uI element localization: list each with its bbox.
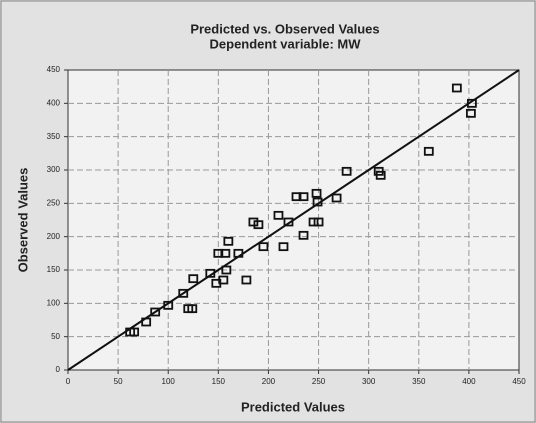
point — [423, 146, 434, 156]
y-tick-label: 100 — [47, 298, 61, 307]
point — [213, 248, 224, 258]
x-tick-label: 350 — [412, 377, 426, 386]
x-tick-label: 150 — [212, 377, 226, 386]
x-tick-label: 50 — [114, 377, 123, 386]
point — [258, 242, 269, 252]
point — [129, 327, 140, 337]
point — [278, 242, 289, 252]
point — [188, 274, 199, 284]
x-tick-label: 400 — [462, 377, 476, 386]
y-tick-label: 150 — [47, 265, 61, 274]
point — [291, 192, 302, 202]
point — [341, 166, 352, 176]
point — [298, 230, 309, 240]
y-tick-label: 0 — [56, 365, 61, 374]
point — [466, 98, 477, 108]
point — [220, 248, 231, 258]
point — [273, 210, 284, 220]
point — [205, 268, 216, 278]
y-tick-label: 200 — [47, 232, 61, 241]
y-tick-label: 250 — [47, 198, 61, 207]
x-tick-label: 300 — [362, 377, 376, 386]
chart-subtitle: Dependent variable: MW — [210, 36, 362, 51]
point — [253, 220, 264, 230]
point — [311, 188, 322, 198]
point — [312, 197, 323, 207]
point — [451, 83, 462, 93]
y-tick-label: 400 — [47, 98, 61, 107]
point — [221, 265, 232, 275]
y-tick-label: 50 — [51, 332, 60, 341]
point — [218, 275, 229, 285]
point — [308, 217, 319, 227]
point — [331, 193, 342, 203]
point — [465, 108, 476, 118]
y-tick-label: 300 — [47, 165, 61, 174]
point — [163, 300, 174, 310]
y-axis-label: Observed Values — [15, 168, 30, 273]
point — [241, 275, 252, 285]
x-tick-label: 250 — [312, 377, 326, 386]
x-tick-label: 0 — [66, 377, 71, 386]
point — [375, 170, 386, 180]
point — [233, 248, 244, 258]
x-axis-label: Predicted Values — [241, 399, 345, 414]
y-tick-label: 450 — [47, 65, 61, 74]
point — [150, 307, 161, 317]
point — [313, 217, 324, 227]
x-tick-label: 200 — [262, 377, 276, 386]
y-tick-label: 350 — [47, 132, 61, 141]
point — [298, 192, 309, 202]
x-tick-label: 100 — [162, 377, 176, 386]
point — [187, 304, 198, 314]
point — [223, 236, 234, 246]
point — [283, 217, 294, 227]
chart-title: Predicted vs. Observed Values — [190, 21, 379, 36]
point — [141, 317, 152, 327]
point — [178, 288, 189, 298]
fit-line — [67, 69, 520, 371]
x-tick-label: 450 — [512, 377, 526, 386]
